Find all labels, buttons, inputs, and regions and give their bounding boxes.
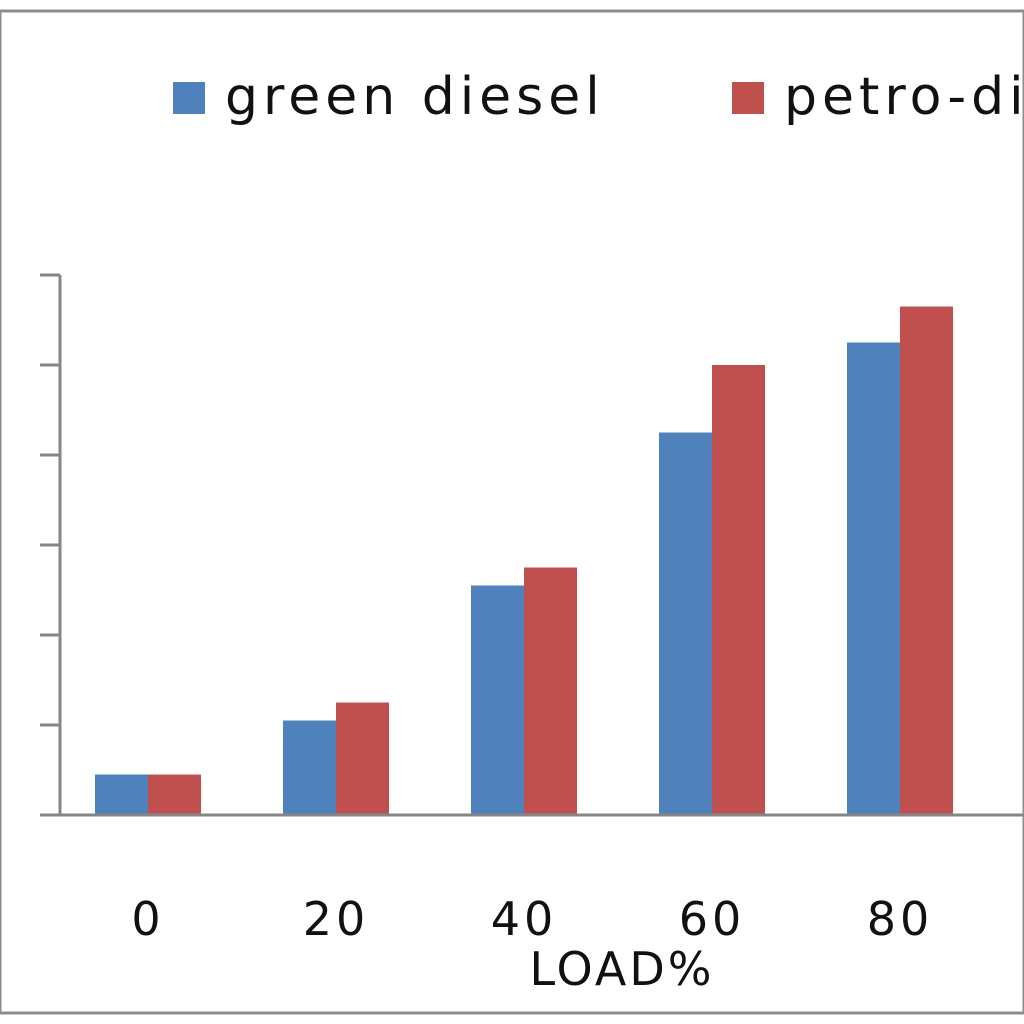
x-tick-label: 0 (131, 892, 164, 946)
bar-petro-diesel-40 (524, 567, 577, 815)
x-tick-label: 20 (303, 892, 370, 946)
bar-petro-diesel-60 (712, 365, 765, 815)
legend-item: green diesel (173, 67, 605, 127)
bar-green-diesel-20 (283, 720, 336, 815)
x-axis-label: LOAD% (530, 942, 715, 996)
bar-green-diesel-60 (659, 432, 712, 815)
bars (95, 306, 953, 815)
bar-green-diesel-80 (847, 342, 900, 815)
x-tick-label: 80 (867, 892, 934, 946)
legend-swatch (732, 82, 764, 114)
x-tick-label: 40 (491, 892, 558, 946)
bar-petro-diesel-20 (336, 702, 389, 815)
bar-green-diesel-0 (95, 774, 148, 815)
legend-swatch (173, 82, 205, 114)
legend: green diesel petro-diesel (173, 67, 1024, 127)
bar-green-diesel-40 (471, 585, 524, 815)
legend-label: petro-diesel (784, 67, 1024, 127)
x-tick-label: 60 (679, 892, 746, 946)
legend-item: petro-diesel (732, 67, 1024, 127)
legend-label: green diesel (225, 67, 605, 127)
x-tick-labels: 0 20 40 60 80 (131, 892, 934, 946)
bar-petro-diesel-80 (900, 306, 953, 815)
bar-petro-diesel-0 (148, 774, 201, 815)
